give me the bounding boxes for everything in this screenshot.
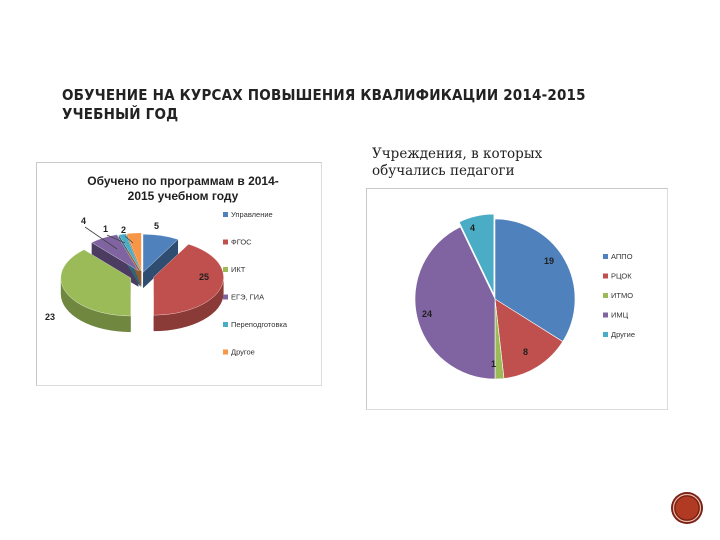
chart1-slice-side-1 (153, 277, 224, 332)
chart2-slices (414, 213, 576, 380)
chart2-data-label-0: 19 (544, 256, 554, 266)
chart1-data-label-3: 4 (81, 216, 86, 226)
chart2-slice-АППО (494, 218, 576, 342)
chart1-legend-label-5: Другое (231, 348, 255, 357)
chart2-legend-swatch-2 (603, 293, 608, 298)
chart2-legend-label-4: Другие (611, 330, 635, 339)
chart1-legend-swatch-2 (223, 267, 228, 272)
chart1-legend-label-1: ФГОС (231, 238, 252, 247)
chart2-data-label-3: 24 (422, 309, 432, 319)
chart1-legend: Управление ФГОС ИКТ ЕГЭ, ГИА Переподготовка Д… (223, 210, 288, 357)
chart1-data-label-4: 1 (103, 224, 108, 234)
chart1-leader-3 (84, 226, 118, 250)
chart1-svg: Обучено по программам в 2014-2015 учебно… (45, 174, 288, 357)
chart1-legend-swatch-5 (223, 349, 228, 355)
chart2-caption-line-2: обучались педагоги (372, 163, 515, 179)
chart1-data-label-0: 5 (154, 221, 159, 231)
chart1-slice-ЕГЭ, ГИА (91, 234, 139, 271)
chart1-legend-swatch-4 (223, 322, 228, 327)
chart2-slice-РЦОК (494, 298, 564, 379)
slide-title: ОБУЧЕНИЕ НА КУРСАХ ПОВЫШЕНИЯ КВАЛИФИКАЦИ… (62, 86, 662, 124)
chart1-title: Обучено по программам в 2014-2015 учебно… (87, 174, 279, 203)
chart1-data-label-5: 2 (121, 225, 126, 235)
chart2-legend-label-0: АППО (611, 252, 633, 261)
chart1-legend-label-2: ИКТ (231, 265, 246, 274)
chart1-legend-label-0: Управление (231, 210, 273, 219)
chart1-slice-side-2 (60, 278, 131, 333)
chart1-data-label-2: 23 (45, 312, 55, 322)
chart2-data-label-1: 8 (523, 347, 528, 357)
chart1-data-label-1: 25 (199, 272, 209, 282)
chart2-legend-label-1: РЦОК (611, 272, 632, 281)
chart2-data-label-4: 4 (470, 223, 475, 233)
chart2-legend: АППО РЦОК ИТМО ИМЦ Другие (603, 252, 635, 339)
chart1-legend-swatch-0 (223, 212, 228, 217)
chart2-legend-label-2: ИТМО (611, 291, 633, 300)
chart2-legend-label-3: ИМЦ (611, 311, 629, 320)
chart1-slice-tops (60, 232, 224, 317)
chart1-slice-face-b-0 (143, 239, 179, 289)
chart1-legend-label-3: ЕГЭ, ГИА (231, 293, 264, 302)
chart2-legend-swatch-0 (603, 254, 608, 259)
chart1-slice-ФГОС (153, 244, 224, 316)
chart2-caption: Учреждения, в которых обучались педагоги (372, 146, 632, 180)
chart1-slice-Управление (142, 234, 179, 273)
chart1-legend-swatch-3 (223, 294, 228, 300)
chart2-legend-swatch-3 (603, 312, 608, 318)
slide-title-line-1: ОБУЧЕНИЕ НА КУРСАХ ПОВЫШЕНИЯ КВАЛИФИКАЦИ… (62, 86, 586, 104)
chart1-panel: Обучено по программам в 2014-2015 учебно… (36, 162, 322, 386)
slide-title-line-2: УЧЕБНЫЙ ГОД (62, 105, 179, 123)
chart2-slice-Другие (458, 213, 495, 295)
chart1-leader-5 (124, 235, 134, 244)
chart2-legend-swatch-4 (603, 332, 608, 337)
chart2-svg: 19 8 1 24 4 АППО РЦОК ИТМО ИМЦ Другие (414, 213, 635, 380)
round-emblem-icon (670, 491, 704, 525)
chart1-leader-4 (106, 234, 126, 244)
chart1-slice-ИКТ (60, 249, 131, 317)
chart2-data-label-2: 1 (491, 359, 496, 369)
chart2-legend-swatch-1 (603, 273, 608, 279)
chart1-slice-Другое (126, 232, 142, 271)
chart2-panel: 19 8 1 24 4 АППО РЦОК ИТМО ИМЦ Другие (366, 188, 668, 410)
chart2-slice-ИМЦ (414, 226, 496, 380)
chart2-caption-line-1: Учреждения, в которых (372, 146, 543, 162)
chart1-legend-label-4: Переподготовка (231, 320, 288, 329)
chart1-legend-swatch-1 (223, 239, 228, 245)
